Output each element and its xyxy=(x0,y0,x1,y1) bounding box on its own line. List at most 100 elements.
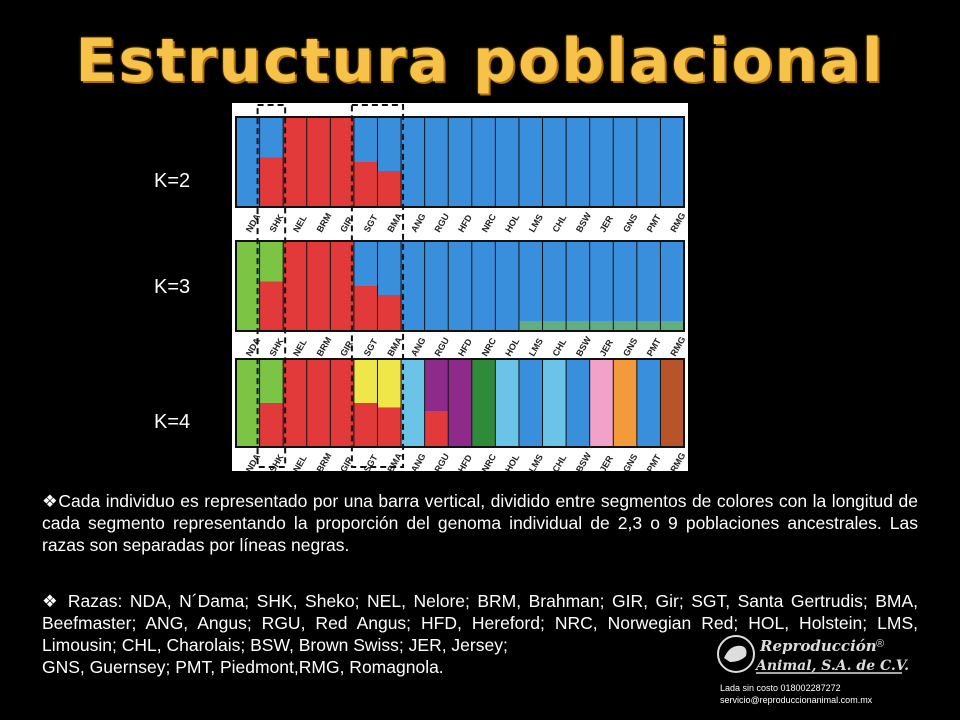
bar-BMA-top xyxy=(377,359,402,408)
breed-label-HOL: HOL xyxy=(503,452,521,471)
breed-label-PMT: PMT xyxy=(645,212,663,234)
logo-mark: ® xyxy=(876,638,884,650)
breed-label-HOL: HOL xyxy=(503,336,521,358)
page-title: Estructura poblacional xyxy=(75,26,885,96)
breed-label-BRM: BRM xyxy=(315,335,334,358)
bar-ANG xyxy=(401,117,426,207)
bar-GNS xyxy=(613,117,638,207)
bar-JER xyxy=(589,117,614,207)
breed-label-BSW: BSW xyxy=(574,210,593,234)
bar-HFD xyxy=(448,241,473,331)
sgt-bma-highlight-box xyxy=(350,104,405,468)
breed-label-NEL: NEL xyxy=(291,453,309,471)
breed-label-HFD: HFD xyxy=(456,453,474,471)
panel-frame xyxy=(235,358,685,448)
breed-label-ANG: ANG xyxy=(409,336,428,358)
bar-CHL xyxy=(542,117,567,207)
contact-info: Lada sin costo 018002287272 servicio@rep… xyxy=(720,682,872,706)
breed-label-NRC: NRC xyxy=(480,212,499,234)
bar-BMA-bottom xyxy=(377,295,402,331)
breed-label-NDA: NDA xyxy=(244,336,263,358)
panel-frame xyxy=(235,116,685,208)
bar-HOL xyxy=(495,241,520,331)
breed-label-BMA: BMA xyxy=(385,211,404,234)
k2-label: K=2 xyxy=(154,170,191,192)
k4-panel: NDA SHK NEL BRM GIR SGT BMA ANG RGU HFD NRC HOL LMS C… xyxy=(235,358,687,471)
bar-SGT-top xyxy=(353,117,378,162)
contact-email: servicio@reproduccionanimal.com.mx xyxy=(720,695,873,705)
logo-graphic: Reproducción ® Animal, S.A. de C.V. xyxy=(717,635,909,674)
breed-label-RMG: RMG xyxy=(668,451,687,471)
breed-label-GNS: GNS xyxy=(621,452,639,471)
company-logo: Reproducción ® Animal, S.A. de C.V. xyxy=(716,632,916,676)
bar-PMT xyxy=(636,117,661,207)
breed-label-NRC: NRC xyxy=(480,452,499,471)
bar-BMA-bottom xyxy=(377,407,402,447)
bar-SGT-bottom xyxy=(353,162,378,207)
breed-label-RGU: RGU xyxy=(432,336,451,358)
breeds-paragraph: ❖ Razas: NDA, N´Dama; SHK, Sheko; NEL, N… xyxy=(42,590,918,656)
breed-label-JER: JER xyxy=(598,213,616,234)
bar-RGU xyxy=(424,117,449,207)
k2-panel: NDA SHK NEL BRM GIR SGT BMA ANG RGU HFD NRC HOL LMS C… xyxy=(235,116,687,234)
bar-SHK-bottom xyxy=(259,403,284,447)
breed-label-RGU: RGU xyxy=(432,212,451,234)
breed-label-ANG: ANG xyxy=(409,212,428,234)
bar-RMG-admix xyxy=(660,321,684,331)
breed-label-LMS: LMS xyxy=(527,337,545,358)
bar-HFD xyxy=(448,117,473,207)
bar-GNS-admix xyxy=(613,321,637,331)
bar-RMG xyxy=(660,241,685,331)
breed-label-SGT: SGT xyxy=(362,337,380,358)
bar-SHK-top xyxy=(259,117,284,158)
bar-ANG xyxy=(401,359,426,447)
panel-frame xyxy=(235,240,685,332)
breed-label-PMT: PMT xyxy=(645,336,663,358)
breed-label-NEL: NEL xyxy=(291,213,309,234)
bar-GIR xyxy=(330,359,355,447)
structure-plot-panel: NDA SHK NEL BRM GIR SGT BMA ANG RGU HFD NRC HOL LMS C… xyxy=(232,103,688,471)
bar-SHK-bottom xyxy=(259,281,284,331)
bar-PMT xyxy=(636,359,661,447)
bar-SHK-bottom xyxy=(259,157,284,207)
bar-NEL xyxy=(283,241,308,331)
bar-GNS xyxy=(613,241,638,331)
bar-HOL xyxy=(495,117,520,207)
bar-LMS xyxy=(518,359,543,447)
bar-NDA xyxy=(236,359,260,447)
breed-label-SHK: SHK xyxy=(267,452,285,471)
bar-GIR xyxy=(330,241,355,331)
bar-LMS xyxy=(518,241,543,331)
bar-NDA xyxy=(236,241,260,331)
description-paragraph: ❖Cada individuo es representado por una … xyxy=(42,490,918,556)
bar-CHL-admix xyxy=(542,321,567,331)
breed-label-LMS: LMS xyxy=(527,453,545,471)
bar-RGU xyxy=(424,241,449,331)
bar-SGT-top xyxy=(353,241,378,286)
bar-NRC xyxy=(471,359,496,447)
bar-BRM xyxy=(306,241,331,331)
breed-label-ANG: ANG xyxy=(409,452,428,471)
bullet-icon: ❖ xyxy=(42,591,61,611)
bar-BRM xyxy=(306,359,331,447)
k3-label: K=3 xyxy=(154,276,191,298)
bar-LMS-admix xyxy=(518,321,543,331)
breed-label-CHL: CHL xyxy=(550,213,568,234)
bar-JER-admix xyxy=(589,321,614,331)
structure-plot: NDA SHK NEL BRM GIR SGT BMA ANG RGU HFD NRC HOL LMS C… xyxy=(235,104,687,471)
bar-GNS xyxy=(613,359,638,447)
breed-label-PMT: PMT xyxy=(645,452,663,471)
contact-phone: Lada sin costo 018002287272 xyxy=(720,683,841,693)
logo-line1: Reproducción xyxy=(759,637,877,655)
bar-BRM xyxy=(306,117,331,207)
breed-label-RMG: RMG xyxy=(668,211,687,234)
bar-HOL xyxy=(495,359,520,447)
bar-BSW xyxy=(566,241,591,331)
bar-LMS xyxy=(518,117,543,207)
k3-panel: NDA SHK NEL BRM GIR SGT BMA ANG RGU HFD NRC HOL LMS C… xyxy=(235,240,687,358)
bar-RGU-top xyxy=(424,359,449,412)
bar-ANG xyxy=(401,241,426,331)
bar-BMA-top xyxy=(377,241,402,295)
k4-label: K=4 xyxy=(154,411,191,433)
bar-BMA-bottom xyxy=(377,171,402,207)
